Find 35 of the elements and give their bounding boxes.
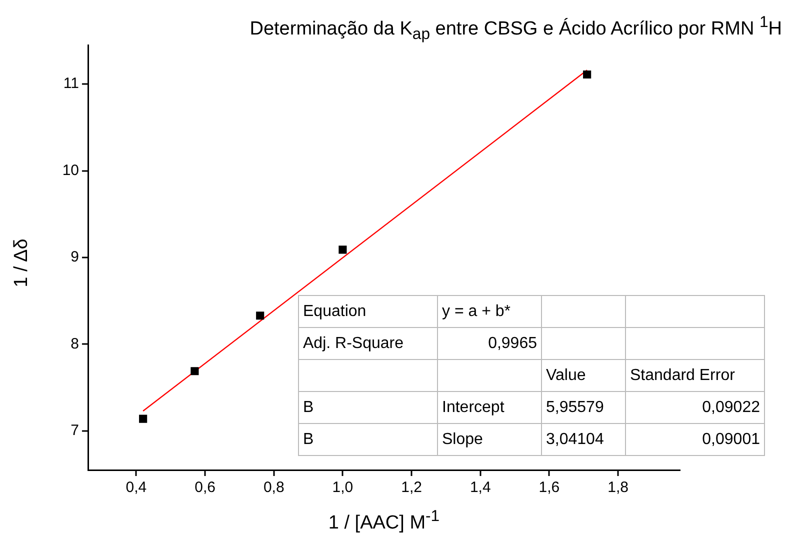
x-tick-label: 0,6 [194,479,216,496]
text: 0,09022 [626,392,764,424]
annotation: Adj. R-Square [298,328,438,360]
annotation: y = a + b* [438,296,542,328]
annotation: B [298,424,438,456]
annotation: 0,9965 [438,328,542,360]
x-axis-title: 1 / [AAC] M$^{-1}$ [327,508,441,534]
y-tick-label: 8 [70,335,79,352]
x-tick-label: 1,6 [538,479,560,496]
y-axis-title: 1 / Δδ [11,238,33,288]
x-tick-label: 1,4 [470,479,491,496]
point [583,70,592,79]
annotation: Slope [438,424,542,456]
y-tick-label: 10 [62,162,79,179]
annotation: Standard Error [626,360,764,392]
annotation: Equation [298,296,438,328]
y-tick-label: 7 [70,422,79,440]
y-tick-label: 9 [70,248,79,266]
annotation: B [298,392,438,424]
chart-title: Determinação da K$_{ap}$ entre CBSG e Ácido Acrílico por RMN $^{1}$H [248,14,783,44]
point [338,246,347,254]
x-tick-label: 1,0 [332,479,354,496]
annotation: 5,95579 [542,392,626,424]
point [256,312,264,320]
x-tick-label: 0,4 [126,479,147,496]
x-tick-label: 0,8 [263,479,284,496]
annotation: 3,04104 [542,424,626,456]
point [190,367,199,376]
text: 0,09001 [626,424,764,456]
x-tick-label: 1,2 [401,479,422,496]
annotation: Value [542,360,626,392]
x-tick-label: 1,8 [608,479,628,496]
annotation: Intercept [438,392,542,424]
point [139,414,148,423]
y-tick-label: 11 [63,75,79,92]
